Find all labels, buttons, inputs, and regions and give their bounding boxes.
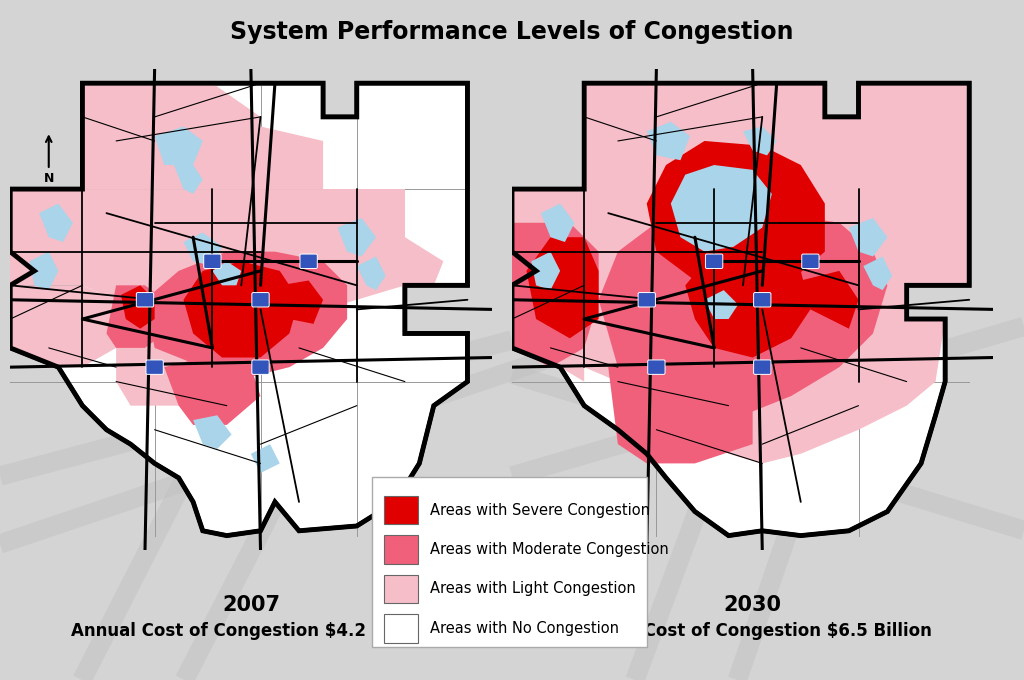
Polygon shape — [10, 83, 467, 536]
Polygon shape — [685, 180, 753, 237]
Polygon shape — [512, 83, 969, 536]
Text: Areas with Light Congestion: Areas with Light Congestion — [430, 581, 636, 596]
Polygon shape — [164, 358, 260, 425]
Polygon shape — [10, 286, 116, 367]
Text: System Performance Levels of Congestion: System Performance Levels of Congestion — [230, 20, 794, 44]
Text: 2007: 2007 — [222, 595, 280, 615]
Polygon shape — [512, 83, 969, 463]
Polygon shape — [106, 286, 164, 348]
Text: Annual Cost of Congestion $4.2 Billion: Annual Cost of Congestion $4.2 Billion — [72, 622, 430, 640]
FancyBboxPatch shape — [706, 254, 723, 269]
Text: Areas with Severe Congestion: Areas with Severe Congestion — [430, 503, 650, 517]
Text: Annual Cost of Congestion $6.5 Billion: Annual Cost of Congestion $6.5 Billion — [573, 622, 932, 640]
Polygon shape — [82, 83, 260, 189]
Polygon shape — [116, 300, 227, 406]
Polygon shape — [647, 141, 825, 290]
FancyBboxPatch shape — [136, 292, 154, 307]
Text: 2030: 2030 — [724, 595, 781, 615]
Polygon shape — [863, 256, 892, 290]
Polygon shape — [324, 189, 443, 286]
Polygon shape — [801, 271, 858, 328]
Polygon shape — [155, 126, 203, 165]
FancyBboxPatch shape — [638, 292, 655, 307]
Polygon shape — [705, 290, 738, 319]
Polygon shape — [82, 189, 434, 319]
Text: Areas with Moderate Congestion: Areas with Moderate Congestion — [430, 542, 669, 557]
Polygon shape — [526, 237, 599, 338]
Polygon shape — [531, 252, 560, 290]
Polygon shape — [174, 165, 203, 194]
FancyBboxPatch shape — [252, 360, 269, 375]
Polygon shape — [212, 126, 324, 189]
FancyBboxPatch shape — [754, 292, 771, 307]
Polygon shape — [512, 286, 584, 381]
Polygon shape — [145, 252, 347, 377]
Polygon shape — [10, 189, 82, 286]
Polygon shape — [39, 203, 73, 242]
FancyBboxPatch shape — [146, 360, 163, 375]
Polygon shape — [280, 281, 324, 324]
Polygon shape — [512, 223, 599, 367]
FancyBboxPatch shape — [204, 254, 221, 269]
Polygon shape — [338, 218, 376, 256]
FancyBboxPatch shape — [252, 292, 269, 307]
Polygon shape — [30, 252, 58, 290]
Polygon shape — [183, 233, 222, 266]
Polygon shape — [608, 348, 753, 463]
FancyBboxPatch shape — [648, 360, 665, 375]
FancyBboxPatch shape — [802, 254, 819, 269]
Text: N: N — [44, 172, 54, 185]
Polygon shape — [671, 165, 772, 252]
Polygon shape — [121, 286, 155, 328]
Text: Areas with No Congestion: Areas with No Congestion — [430, 621, 620, 636]
Polygon shape — [251, 444, 280, 473]
Polygon shape — [212, 261, 242, 286]
FancyBboxPatch shape — [300, 254, 317, 269]
Polygon shape — [356, 256, 386, 290]
Polygon shape — [685, 252, 810, 358]
Polygon shape — [183, 261, 299, 358]
FancyBboxPatch shape — [754, 360, 771, 375]
Polygon shape — [194, 415, 231, 449]
Polygon shape — [743, 126, 776, 156]
Polygon shape — [541, 203, 574, 242]
Polygon shape — [647, 122, 690, 160]
Polygon shape — [849, 218, 888, 256]
Polygon shape — [599, 203, 888, 415]
